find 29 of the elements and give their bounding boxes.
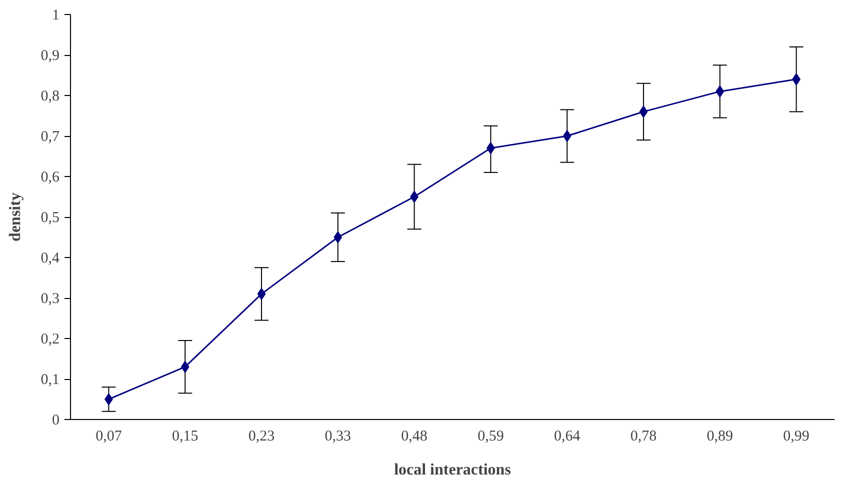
- x-tick-label: 0,99: [783, 428, 810, 444]
- point: [257, 288, 266, 300]
- y-tick-label: 1: [52, 8, 60, 24]
- x-tick-label: 0,89: [706, 428, 734, 444]
- y-tick-label: 0: [52, 412, 60, 428]
- x-tick-label: 0,15: [172, 428, 198, 444]
- x-tick-label: 0,07: [96, 428, 122, 444]
- x-tick-label: 0,48: [401, 428, 428, 444]
- y-axis-title: density: [6, 192, 24, 242]
- y-tick-label: 0,1: [40, 372, 60, 388]
- point: [334, 231, 342, 244]
- y-tick-label: 0,6: [40, 170, 60, 186]
- x-tick-label: 0,23: [248, 428, 275, 444]
- point: [639, 106, 648, 118]
- x-tick-label: 0,64: [554, 428, 581, 444]
- y-tick-label: 0,3: [40, 291, 60, 307]
- y-tick-label: 0,8: [40, 88, 60, 104]
- y-tick-label: 0,2: [40, 332, 60, 348]
- point: [180, 360, 190, 373]
- y-tick-label: 0,5: [40, 210, 60, 226]
- point: [562, 130, 572, 142]
- y-tick-label: 0,4: [40, 250, 60, 266]
- y-tick-label: 0,9: [40, 48, 60, 64]
- x-tick-label: 0,59: [478, 428, 504, 444]
- point: [716, 85, 724, 98]
- x-tick-label: 0,78: [630, 428, 657, 444]
- y-tick-label: 0,7: [40, 129, 60, 145]
- x-tick-label: 0,33: [324, 428, 352, 444]
- x-axis-title: local interactions: [394, 462, 511, 478]
